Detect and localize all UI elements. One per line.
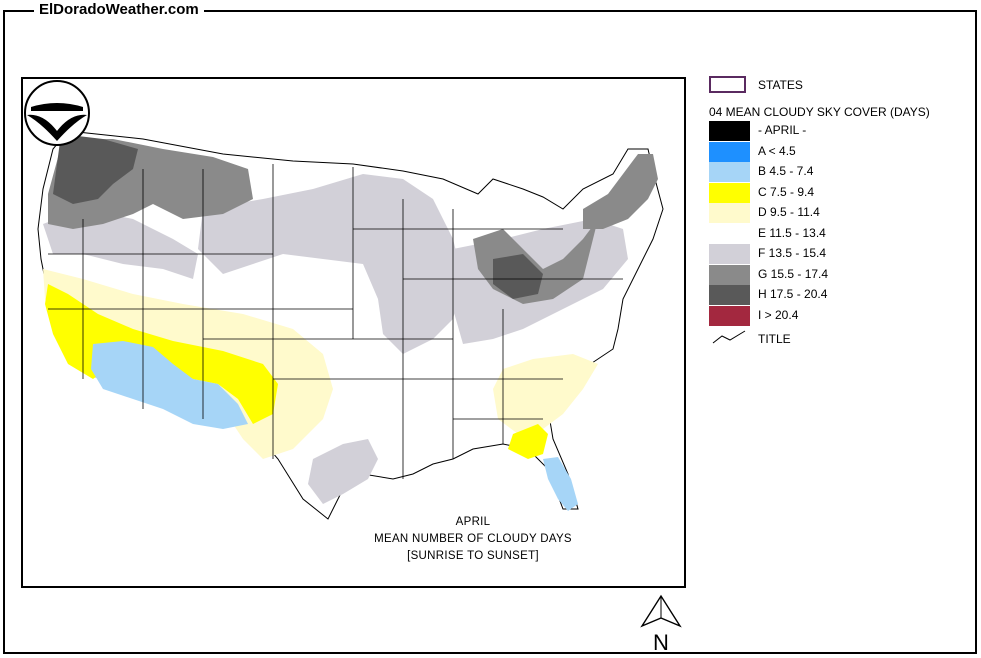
north-arrow-icon: N xyxy=(640,594,682,654)
legend-class-label: - APRIL - xyxy=(758,123,807,137)
noaa-logo-icon xyxy=(24,80,90,146)
legend-title-label: TITLE xyxy=(758,332,791,346)
legend-layer-title: 04 MEAN CLOUDY SKY COVER (DAYS) xyxy=(709,105,930,119)
region-f-northern-plains xyxy=(198,174,463,354)
legend-class-label: A < 4.5 xyxy=(758,143,796,158)
region-g-new-england xyxy=(583,154,658,229)
region-c-california-southwest xyxy=(45,284,278,424)
legend-class-label: G 15.5 - 17.4 xyxy=(758,266,829,281)
title-line-icon xyxy=(712,330,746,344)
map-panel: APRIL MEAN NUMBER OF CLOUDY DAYS [SUNRIS… xyxy=(21,77,686,588)
legend-class-label: B 4.5 - 7.4 xyxy=(758,164,814,178)
legend-swatch xyxy=(709,203,750,223)
legend-swatch xyxy=(709,121,750,141)
legend-class-label: D 9.5 - 11.4 xyxy=(758,205,820,219)
legend-class-label: F 13.5 - 15.4 xyxy=(758,246,827,260)
us-cloud-cover-map xyxy=(37,130,664,520)
legend-swatch xyxy=(709,244,750,264)
legend-swatch xyxy=(709,182,750,203)
region-b-florida xyxy=(543,457,578,511)
legend-class-label: C 7.5 - 9.4 xyxy=(758,184,815,199)
legend-swatch xyxy=(709,264,750,285)
legend-swatch xyxy=(709,141,750,162)
region-h-pacific-nw xyxy=(53,134,138,204)
map-title-note: [SUNRISE TO SUNSET] xyxy=(407,550,539,562)
legend-class-label: E 11.5 - 13.4 xyxy=(758,225,826,240)
outer-frame xyxy=(3,10,977,654)
state-boundaries xyxy=(48,164,623,479)
north-label: N xyxy=(653,630,669,654)
map-title-month: APRIL xyxy=(455,516,491,528)
region-f-texas-coast xyxy=(308,439,378,504)
region-b-arizona xyxy=(91,341,248,429)
legend-swatch xyxy=(709,305,750,326)
region-c-florida-panhandle xyxy=(508,424,548,459)
legend-swatch xyxy=(709,162,750,182)
legend-class-label: H 17.5 - 20.4 xyxy=(758,287,828,301)
region-d-southeast xyxy=(493,354,598,434)
legend-class-label: I > 20.4 xyxy=(758,307,799,322)
region-h-ohio xyxy=(493,254,543,299)
states-swatch xyxy=(709,76,746,93)
legend-swatch xyxy=(709,223,750,244)
legend-swatch xyxy=(709,285,750,305)
site-title[interactable]: ElDoradoWeather.com xyxy=(34,1,204,18)
legend-states-label: STATES xyxy=(758,78,803,92)
map-title-subject: MEAN NUMBER OF CLOUDY DAYS xyxy=(374,533,572,545)
